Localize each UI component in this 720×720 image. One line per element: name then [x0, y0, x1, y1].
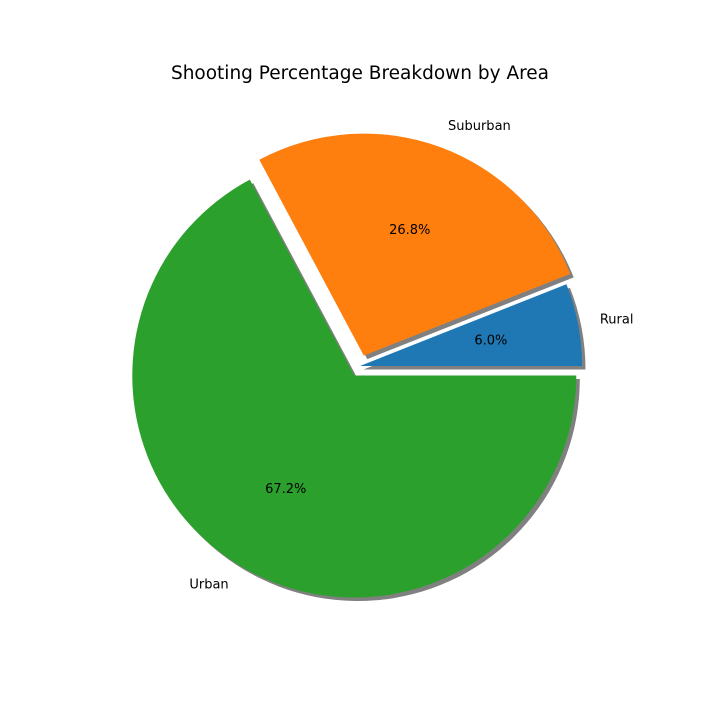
category-label-urban: Urban — [189, 577, 228, 592]
pie-slice-urban — [132, 179, 577, 598]
percent-label-suburban: 26.8% — [389, 223, 430, 238]
slice-layer — [132, 133, 582, 598]
percent-label-rural: 6.0% — [474, 334, 507, 349]
chart-title: Shooting Percentage Breakdown by Area — [170, 63, 550, 84]
category-label-suburban: Suburban — [448, 119, 511, 134]
pie-slice-suburban — [259, 133, 571, 356]
label-layer: Rural 6.0% Suburban 26.8% Urban 67.2% — [189, 119, 633, 593]
percent-label-urban: 67.2% — [265, 482, 306, 497]
pie-slice-rural — [360, 284, 582, 366]
category-label-rural: Rural — [600, 313, 634, 328]
